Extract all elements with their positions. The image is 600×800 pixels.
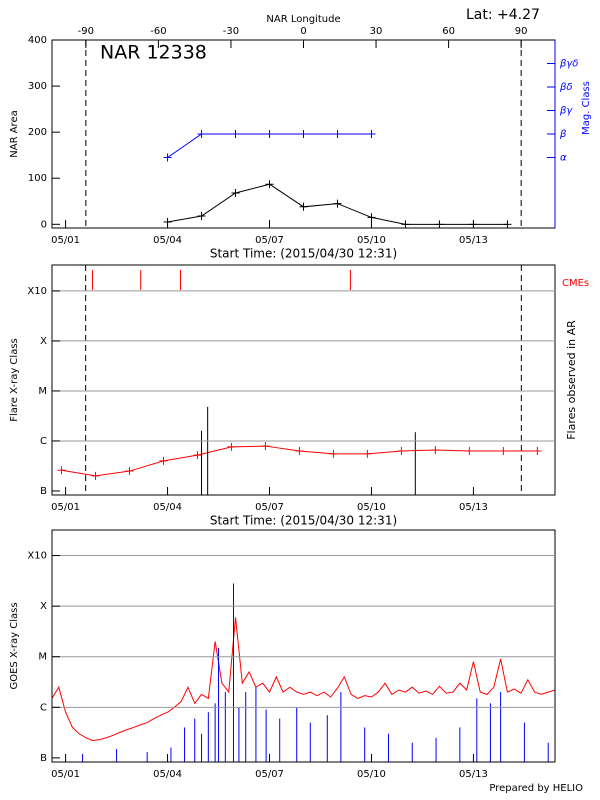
point-marker — [231, 130, 240, 138]
point-marker — [227, 442, 236, 451]
point-marker — [465, 446, 474, 455]
x-axis-label: Start Time: (2015/04/30 12:31) — [210, 514, 397, 528]
y-tick-label: 300 — [28, 81, 47, 92]
y-tick-label: M — [38, 386, 47, 397]
x-tick-label: 05/01 — [51, 769, 80, 780]
x2-tick-label: 30 — [370, 26, 383, 37]
y-tick-label: C — [40, 702, 47, 713]
point-marker — [401, 220, 410, 228]
x-tick-label: 05/13 — [459, 235, 488, 246]
point-marker — [435, 220, 444, 228]
point-marker — [231, 188, 240, 197]
annotation-title: NAR 12338 — [100, 42, 207, 64]
y-axis-label: NAR Area — [9, 110, 20, 157]
x-tick-label: 05/10 — [357, 235, 386, 246]
point-marker — [333, 199, 342, 208]
x-tick-label: 05/13 — [459, 769, 488, 780]
point-marker — [91, 471, 100, 480]
x2-tick-label: 90 — [515, 26, 528, 37]
x2-axis-label: NAR Longitude — [266, 14, 340, 25]
x-tick-label: 05/07 — [255, 502, 284, 513]
point-marker — [193, 451, 202, 460]
point-marker — [333, 130, 342, 138]
x-tick-label: 05/13 — [459, 502, 488, 513]
point-marker — [265, 130, 274, 138]
point-marker — [397, 446, 406, 455]
y-tick-label: X — [40, 601, 47, 612]
x-axis-label: Start Time: (2015/04/30 12:31) — [210, 247, 397, 261]
point-marker — [503, 220, 512, 228]
series-line — [52, 617, 555, 742]
x-tick-label: 05/04 — [153, 502, 182, 513]
plot-area — [85, 40, 522, 228]
plot-area — [57, 265, 542, 495]
point-marker — [261, 442, 270, 451]
point-marker — [299, 202, 308, 211]
annotation-lat: Lat: +4.27 — [466, 7, 540, 23]
point-marker — [295, 446, 304, 455]
point-marker — [329, 449, 338, 458]
point-marker — [125, 467, 134, 476]
y2-tick-label: βγδ — [559, 59, 578, 70]
y-tick-label: 200 — [28, 127, 47, 138]
y-tick-label: 400 — [28, 35, 47, 46]
plot-frame — [51, 264, 556, 496]
x-tick-label: 05/04 — [153, 235, 182, 246]
y-tick-label: C — [40, 436, 47, 447]
point-marker — [159, 456, 168, 465]
point-marker — [363, 449, 372, 458]
cme-label: CMEs — [562, 278, 589, 289]
y-axis-label: GOES X-ray Class — [9, 602, 20, 689]
x-tick-label: 05/04 — [153, 769, 182, 780]
plot-area — [52, 583, 555, 762]
y-tick-label: B — [40, 753, 47, 764]
y2-tick-label: βδ — [559, 82, 573, 93]
point-marker — [197, 130, 206, 138]
x2-tick-label: 0 — [300, 26, 306, 37]
x2-tick-label: -60 — [150, 26, 166, 37]
y-tick-label: B — [40, 486, 47, 497]
point-marker — [367, 130, 376, 138]
y2-tick-label: βγ — [559, 106, 573, 117]
point-marker — [265, 180, 274, 189]
y2-axis-label: Mag. Class — [581, 81, 592, 135]
y-tick-label: 0 — [41, 219, 47, 230]
point-marker — [197, 212, 206, 221]
x2-tick-label: -90 — [78, 26, 94, 37]
point-marker — [57, 466, 66, 475]
x-tick-label: 05/07 — [255, 769, 284, 780]
plot-frame — [51, 529, 556, 763]
credit: Prepared by HELIO — [489, 783, 583, 794]
x-tick-label: 05/01 — [51, 235, 80, 246]
y-tick-label: 100 — [28, 173, 47, 184]
y2-axis-label: Flares observed in AR — [565, 320, 578, 440]
point-marker — [533, 446, 542, 455]
y-axis-label: Flare X-ray Class — [9, 338, 20, 422]
x-tick-label: 05/01 — [51, 502, 80, 513]
x-tick-label: 05/10 — [357, 769, 386, 780]
y-tick-label: X10 — [27, 286, 47, 297]
point-marker — [499, 446, 508, 455]
y2-tick-label: β — [559, 129, 567, 140]
y-tick-label: M — [38, 652, 47, 663]
point-marker — [431, 445, 440, 454]
y-tick-label: X10 — [27, 551, 47, 562]
point-marker — [163, 153, 172, 162]
x-tick-label: 05/07 — [255, 235, 284, 246]
y-tick-label: X — [40, 336, 47, 347]
y2-tick-label: α — [560, 153, 567, 164]
point-marker — [299, 130, 308, 138]
x2-tick-label: 60 — [442, 26, 455, 37]
x-tick-label: 05/10 — [357, 502, 386, 513]
x2-tick-label: -30 — [223, 26, 239, 37]
